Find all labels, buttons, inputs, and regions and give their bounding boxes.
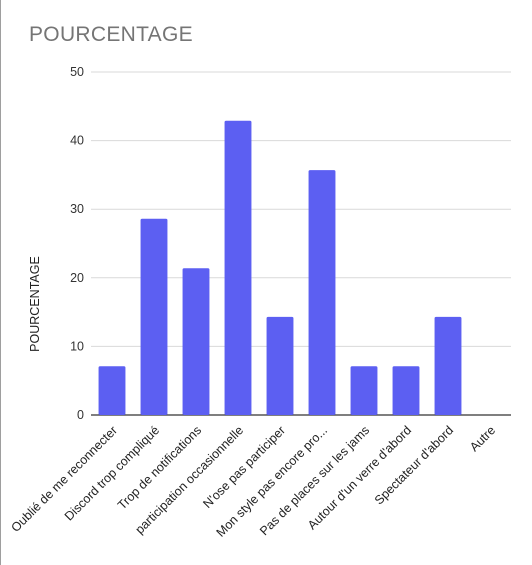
y-tick-label: 40 [70,134,84,148]
y-tick-label: 10 [70,339,84,353]
y-tick-label: 0 [77,408,84,422]
y-axis-label: POURCENTAGE [28,256,42,352]
y-tick-label: 20 [70,271,84,285]
bar [434,316,462,415]
chart-title: POURCENTAGE [29,23,193,46]
bar [98,366,126,415]
bar [350,366,378,415]
x-tick-label: Spectateur d'abord [372,423,456,507]
bar [266,316,294,415]
y-tick-label: 30 [70,202,84,216]
x-tick-label: N'ose pas participer [200,423,288,511]
bar [140,218,168,415]
bar [392,366,420,415]
x-tick-label: Autre [467,423,498,454]
bar [308,170,336,415]
bar [182,268,210,415]
y-tick-label: 50 [70,65,84,79]
bar [224,120,252,416]
